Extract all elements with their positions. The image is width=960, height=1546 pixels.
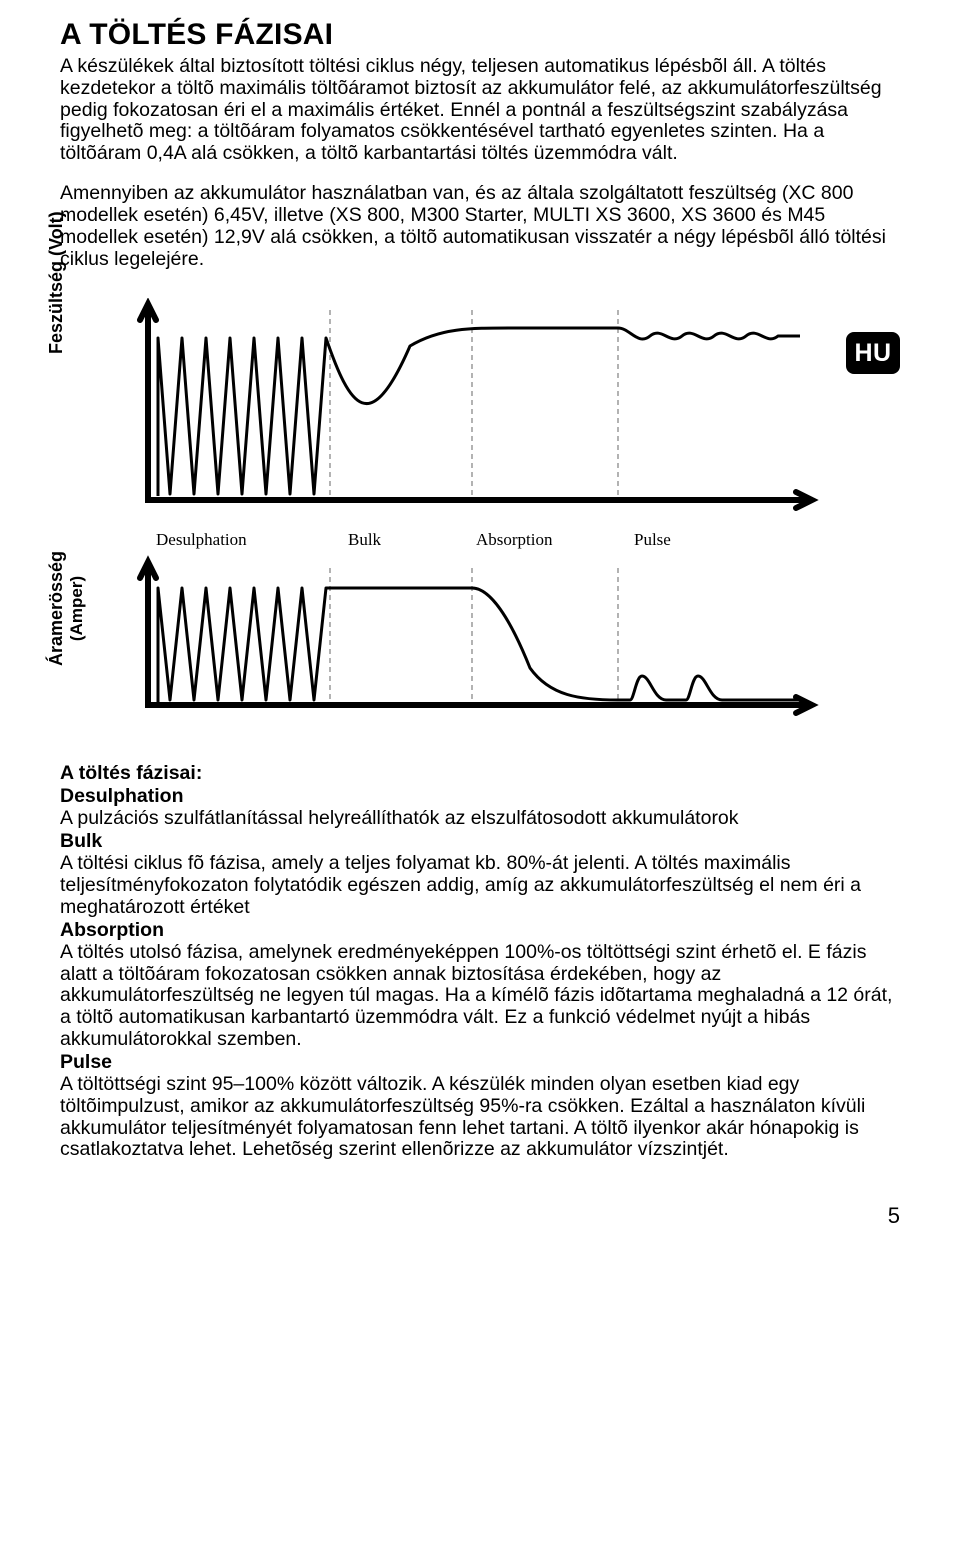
phase-description: A töltés utolsó fázisa, amelynek eredmén… <box>60 942 900 1051</box>
phase-description: A töltöttségi szint 95–100% között válto… <box>60 1074 900 1161</box>
second-paragraph: Amennyiben az akkumulátor használatban v… <box>60 183 900 270</box>
phase-description: A töltési ciklus fõ fázisa, amely a telj… <box>60 853 900 918</box>
phase-name: Absorption <box>60 919 900 942</box>
voltage-axis-label: Feszültség (Volt) <box>46 212 67 355</box>
charging-phases-chart: Feszültség (Volt) Áramerösség (Amper) HU <box>60 298 900 718</box>
phase-name: Pulse <box>60 1051 900 1074</box>
chart-svg <box>110 298 830 718</box>
current-axis-label-sub: (Amper) <box>67 551 87 666</box>
current-axis-label-main: Áramerösség <box>46 551 66 666</box>
phase-block-desulphation: Desulphation A pulzációs szulfátlanításs… <box>60 785 900 830</box>
phase-name: Bulk <box>60 830 900 853</box>
phase-label-desulphation: Desulphation <box>156 530 247 550</box>
page-number: 5 <box>60 1203 900 1229</box>
phase-block-pulse: Pulse A töltöttségi szint 95–100% között… <box>60 1051 900 1161</box>
current-axis-label: Áramerösség (Amper) <box>46 551 87 666</box>
intro-paragraph: A készülékek által biztosított töltési c… <box>60 56 900 165</box>
phase-block-bulk: Bulk A töltési ciklus fõ fázisa, amely a… <box>60 830 900 918</box>
document-page: A TÖLTÉS FÁZISAI A készülékek által bizt… <box>0 0 960 1269</box>
phase-label-bulk: Bulk <box>348 530 381 550</box>
phases-list-heading: A töltés fázisai: <box>60 762 900 785</box>
phase-label-pulse: Pulse <box>634 530 671 550</box>
phase-labels-row: Desulphation Bulk Absorption Pulse <box>110 530 830 554</box>
phase-description: A pulzációs szulfátlanítással helyreállí… <box>60 808 900 830</box>
phase-label-absorption: Absorption <box>476 530 553 550</box>
phase-block-absorption: Absorption A töltés utolsó fázisa, amely… <box>60 919 900 1051</box>
phase-name: Desulphation <box>60 785 900 808</box>
language-badge: HU <box>846 332 900 374</box>
page-title: A TÖLTÉS FÁZISAI <box>60 18 900 52</box>
